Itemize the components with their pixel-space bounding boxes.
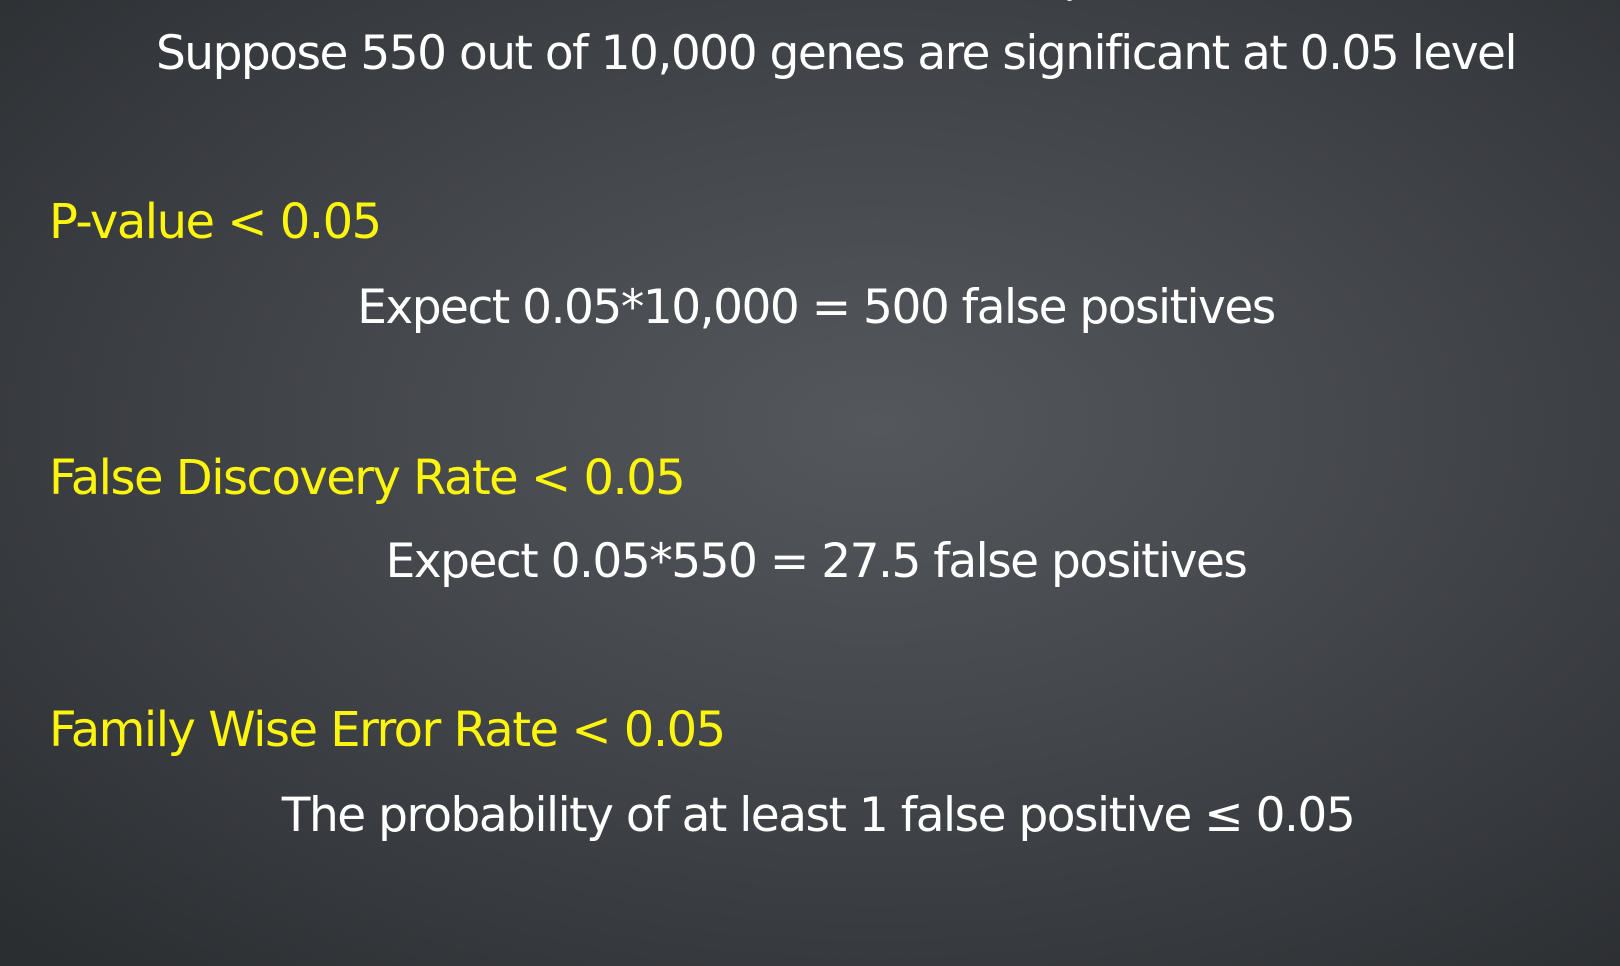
detail-false-discovery-rate: Expect 0.05*550 = 27.5 false positives (385, 534, 1248, 589)
clipped-text-fragment (1063, 0, 1077, 4)
intro-statement: Suppose 550 out of 10,000 genes are sign… (155, 26, 1518, 81)
detail-family-wise-error-rate: The probability of at least 1 false posi… (281, 788, 1356, 843)
heading-false-discovery-rate: False Discovery Rate < 0.05 (49, 450, 686, 506)
detail-p-value: Expect 0.05*10,000 = 500 false positives (357, 280, 1276, 335)
heading-family-wise-error-rate: Family Wise Error Rate < 0.05 (49, 702, 726, 758)
heading-p-value: P-value < 0.05 (49, 194, 382, 250)
clipped-glyph (1065, 0, 1074, 1)
